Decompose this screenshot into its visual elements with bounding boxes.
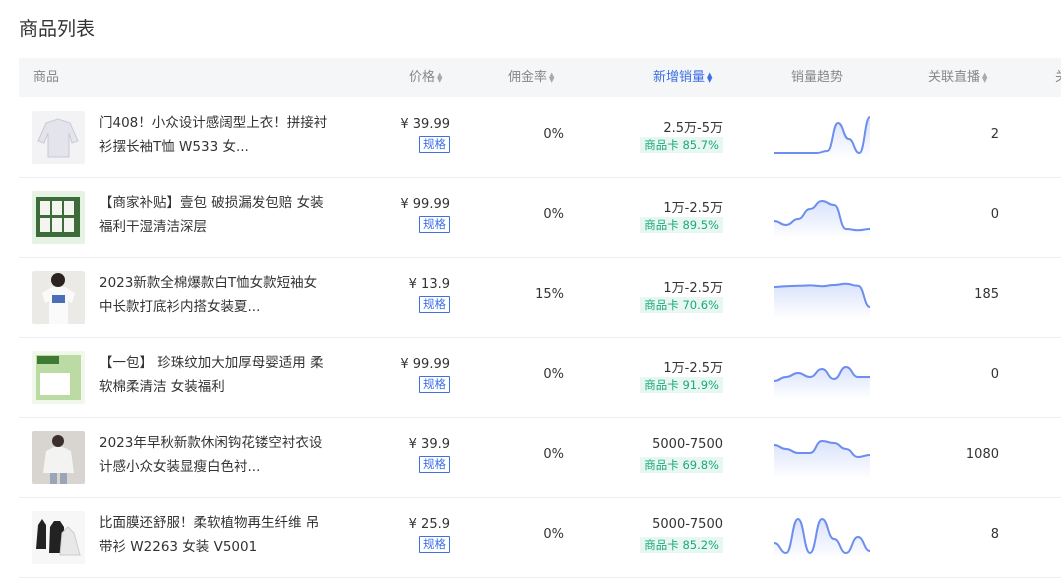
col-overflow: 关 (1055, 58, 1061, 97)
table-row[interactable]: 门408！小众设计感阔型上衣！拼接衬衫摆长袖T恤 W533 女... ¥ 39.… (19, 97, 1061, 178)
product-card-badge: 商品卡 89.5% (640, 217, 723, 233)
sort-icon: ▲ ▼ (982, 70, 988, 84)
price-value: ¥ 99.99 (400, 357, 450, 372)
sales-trend-sparkline (773, 116, 871, 159)
col-new-sales-sort[interactable]: 新增销量 ▲ ▼ (653, 70, 713, 85)
col-trend: 销量趋势 (791, 70, 844, 85)
sales-trend-sparkline (773, 439, 871, 479)
trend-line (773, 439, 871, 459)
spec-button[interactable]: 规格 (419, 456, 450, 473)
sales-trend-sparkline (773, 199, 871, 239)
trend-line (773, 517, 871, 555)
sort-icon: ▲ ▼ (549, 70, 555, 84)
product-thumbnail[interactable] (32, 431, 85, 484)
price-value: ¥ 99.99 (400, 197, 450, 212)
sales-trend-sparkline (773, 282, 871, 319)
commission-value: 0% (543, 527, 564, 542)
trend-area (774, 367, 870, 399)
price-value: ¥ 25.9 (408, 517, 450, 532)
table-row[interactable]: 比面膜还舒服！柔软植物再生纤维 吊带衫 W2263 女装 V5001 ¥ 25.… (19, 497, 1061, 578)
live-count-link[interactable]: 8 (990, 527, 999, 542)
product-thumbnail[interactable] (32, 271, 85, 324)
product-thumbnail[interactable] (32, 511, 85, 564)
price-value: ¥ 39.99 (400, 117, 450, 132)
product-name-link[interactable]: 【商家补贴】壹包 破损漏发包赔 女装福利干湿清洁深层 (99, 195, 324, 235)
product-card-badge: 商品卡 69.8% (640, 457, 723, 473)
sort-icon: ▲ ▼ (707, 70, 713, 84)
price-value: ¥ 39.9 (408, 437, 450, 452)
new-sales-value: 1万-2.5万 (663, 281, 723, 296)
new-sales-value: 5000-7500 (652, 517, 723, 532)
spec-button[interactable]: 规格 (419, 296, 450, 313)
product-name-link[interactable]: 2023新款全棉爆款白T恤女款短袖女中长款打底衫内搭女装夏... (99, 275, 318, 315)
trend-area (774, 201, 870, 239)
col-commission-sort[interactable]: 佣金率 ▲ ▼ (508, 70, 555, 85)
spec-button[interactable]: 规格 (419, 376, 450, 393)
table-row[interactable]: 2023新款全棉爆款白T恤女款短袖女中长款打底衫内搭女装夏... ¥ 13.9 … (19, 257, 1061, 338)
spec-button[interactable]: 规格 (419, 216, 450, 233)
live-count-link[interactable]: 2 (990, 127, 999, 142)
sort-icon: ▲ ▼ (437, 70, 443, 84)
product-card-badge: 商品卡 85.2% (640, 537, 723, 553)
product-name-link[interactable]: 【一包】 珍珠纹加大加厚母婴适用 柔软棉柔清洁 女装福利 (99, 355, 324, 395)
trend-line (773, 116, 871, 155)
live-count-link[interactable]: 185 (974, 287, 999, 302)
commission-value: 0% (543, 447, 564, 462)
commission-value: 0% (543, 207, 564, 222)
product-name-link[interactable]: 门408！小众设计感阔型上衣！拼接衬衫摆长袖T恤 W533 女... (99, 115, 328, 155)
table-row[interactable]: 2023年早秋新款休闲钩花镂空衬衣设计感小众女装显瘦白色衬... ¥ 39.9 … (19, 417, 1061, 498)
page-title: 商品列表 (19, 18, 96, 40)
trend-line (773, 199, 871, 232)
table-header: 商品 价格▲▼ 佣金率▲▼ 新增销量▲▼ 销量趋势 关联直播▲▼ 关 (19, 58, 1061, 97)
product-thumbnail[interactable] (32, 111, 85, 164)
product-thumbnail[interactable] (32, 351, 85, 404)
col-live-sort[interactable]: 关联直播 ▲ ▼ (928, 70, 988, 85)
spec-button[interactable]: 规格 (419, 536, 450, 553)
product-card-badge: 商品卡 91.9% (640, 377, 723, 393)
product-card-badge: 商品卡 85.7% (640, 137, 723, 153)
trend-area (774, 117, 870, 159)
new-sales-value: 1万-2.5万 (663, 201, 723, 216)
new-sales-value: 1万-2.5万 (663, 361, 723, 376)
product-name-link[interactable]: 2023年早秋新款休闲钩花镂空衬衣设计感小众女装显瘦白色衬... (99, 435, 323, 475)
price-value: ¥ 13.9 (408, 277, 450, 292)
trend-area (774, 519, 870, 559)
new-sales-value: 2.5万-5万 (663, 121, 723, 136)
product-thumbnail[interactable] (32, 191, 85, 244)
commission-value: 0% (543, 127, 564, 142)
product-card-badge: 商品卡 70.6% (640, 297, 723, 313)
trend-line (773, 282, 871, 308)
col-product: 商品 (33, 70, 60, 85)
new-sales-value: 5000-7500 (652, 437, 723, 452)
trend-line (773, 365, 870, 382)
table-row[interactable]: 【一包】 珍珠纹加大加厚母婴适用 柔软棉柔清洁 女装福利 ¥ 99.99 规格 … (19, 337, 1061, 418)
trend-area (774, 441, 870, 479)
live-count-link[interactable]: 0 (990, 207, 999, 222)
table-row[interactable]: 【商家补贴】壹包 破损漏发包赔 女装福利干湿清洁深层 ¥ 99.99 规格 0%… (19, 177, 1061, 258)
commission-value: 15% (535, 287, 564, 302)
commission-value: 0% (543, 367, 564, 382)
sales-trend-sparkline (773, 365, 870, 399)
trend-area (774, 283, 870, 319)
col-price-sort[interactable]: 价格 ▲ ▼ (409, 70, 443, 85)
product-name-link[interactable]: 比面膜还舒服！柔软植物再生纤维 吊带衫 W2263 女装 V5001 (99, 515, 320, 555)
sales-trend-sparkline (773, 517, 871, 559)
live-count-link[interactable]: 0 (990, 367, 999, 382)
spec-button[interactable]: 规格 (419, 136, 450, 153)
live-count-link[interactable]: 1080 (965, 447, 999, 462)
